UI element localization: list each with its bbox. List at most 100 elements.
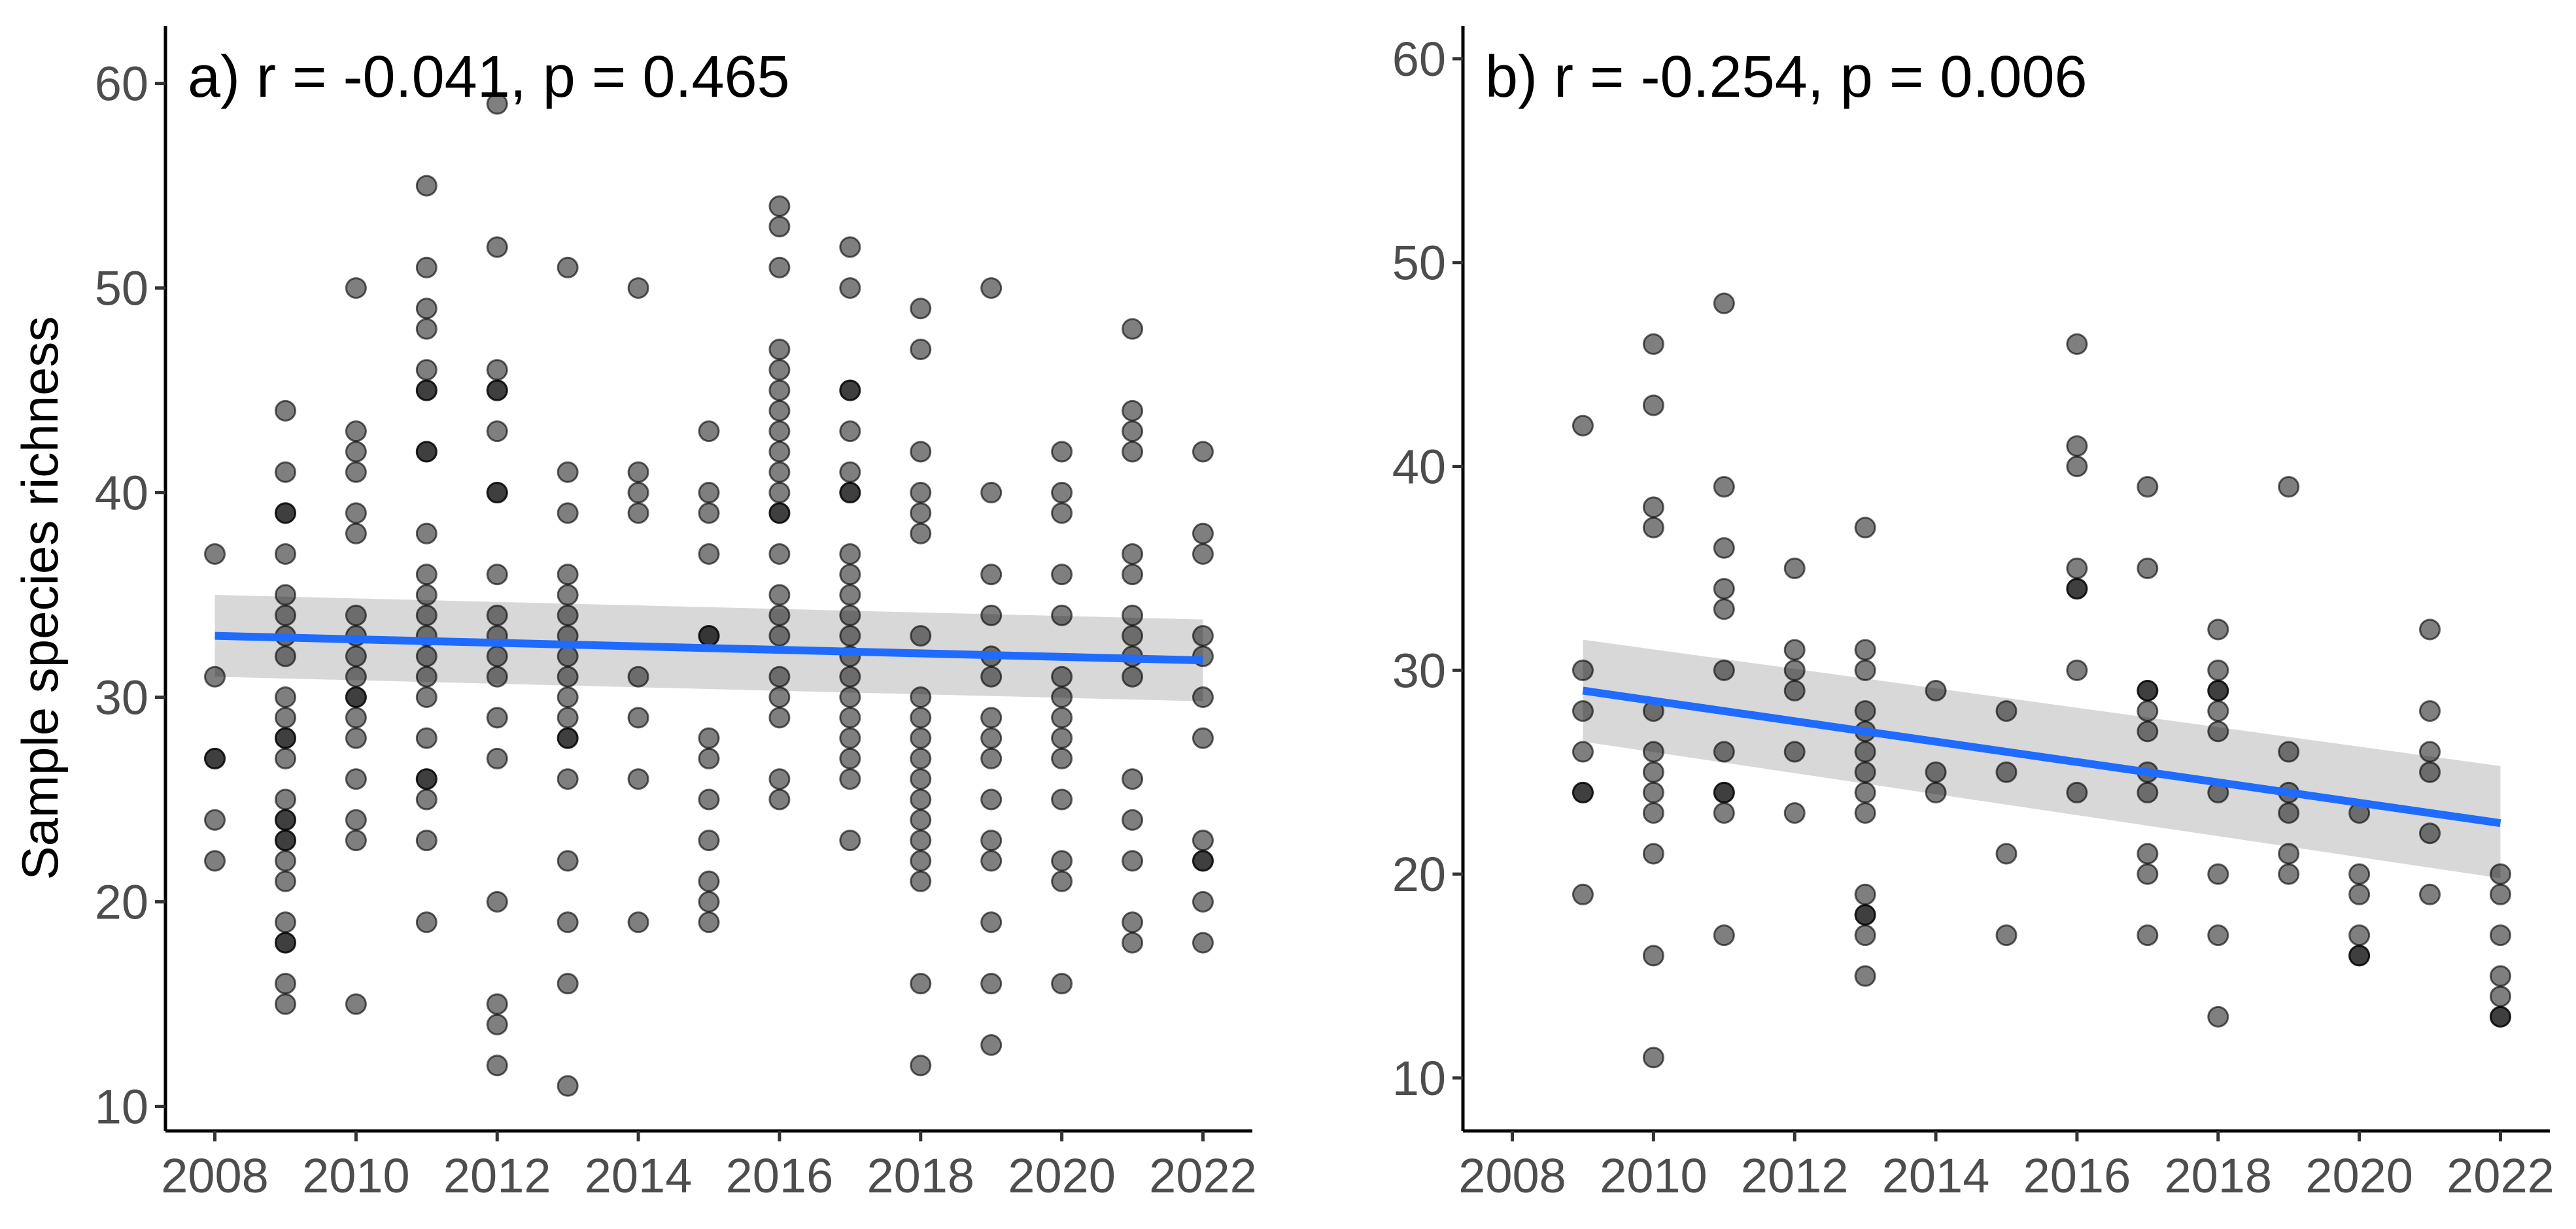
data-point [1642, 496, 1664, 518]
data-point [980, 911, 1003, 934]
data-point [698, 747, 720, 769]
data-point [557, 665, 579, 688]
data-point [768, 216, 791, 238]
data-point [557, 707, 579, 729]
data-point [486, 482, 508, 504]
data-point [1122, 441, 1144, 463]
y-tick-label: 20 [95, 875, 148, 929]
data-point [2137, 924, 2159, 947]
data-point [2489, 883, 2511, 905]
data-point [1854, 741, 1876, 763]
data-point [345, 707, 367, 729]
data-point [768, 461, 791, 483]
data-point [204, 747, 226, 769]
data-point [1051, 870, 1073, 892]
data-point [415, 788, 438, 811]
data-point [839, 482, 861, 504]
data-point [1995, 843, 2018, 865]
data-point [486, 1054, 508, 1077]
data-point [274, 502, 296, 524]
data-point [1642, 945, 1664, 967]
data-point [2348, 924, 2371, 947]
data-point [910, 441, 932, 463]
data-point [486, 604, 508, 626]
data-point [1192, 830, 1214, 852]
panel-b-points [1571, 292, 2511, 1069]
data-point [768, 359, 791, 381]
data-point [698, 502, 720, 524]
data-point [1854, 802, 1876, 824]
data-point [1783, 802, 1806, 824]
data-point [839, 747, 861, 769]
data-point [1642, 333, 1664, 355]
data-point [274, 870, 296, 892]
data-point [1925, 679, 1947, 701]
data-point [345, 830, 367, 852]
data-point [1192, 932, 1214, 954]
data-point [627, 482, 649, 504]
data-point [768, 502, 791, 524]
data-point [2419, 822, 2441, 845]
data-point [698, 830, 720, 852]
data-point [204, 543, 226, 565]
data-point [698, 890, 720, 913]
data-point [415, 441, 438, 463]
data-point [415, 604, 438, 626]
data-point [2066, 435, 2088, 457]
data-point [1122, 768, 1144, 790]
data-point [557, 686, 579, 709]
data-point [2137, 679, 2159, 701]
data-point [2419, 883, 2441, 905]
data-point [2489, 985, 2511, 1007]
data-point [345, 645, 367, 667]
y-tick-label: 10 [1392, 1051, 1446, 1105]
y-tick-label: 50 [1392, 236, 1446, 290]
data-point [910, 850, 932, 872]
data-point [839, 543, 861, 565]
data-point [345, 441, 367, 463]
data-point [910, 1054, 932, 1077]
data-point [557, 584, 579, 606]
data-point [274, 830, 296, 852]
data-point [415, 379, 438, 401]
data-point [910, 707, 932, 729]
data-point [1713, 781, 1735, 803]
x-tick-label: 2008 [1458, 1149, 1566, 1203]
data-point [345, 277, 367, 299]
data-point [910, 522, 932, 545]
data-point [274, 727, 296, 749]
data-point [415, 256, 438, 278]
data-point [1571, 741, 1594, 763]
data-point [910, 788, 932, 811]
data-point [2137, 557, 2159, 579]
data-point [1051, 564, 1073, 586]
data-point [839, 420, 861, 443]
data-point [2278, 476, 2300, 498]
data-point [1642, 741, 1664, 763]
data-point [1642, 761, 1664, 783]
data-point [557, 911, 579, 934]
data-point [980, 1034, 1003, 1056]
data-point [1642, 516, 1664, 539]
data-point [274, 604, 296, 626]
data-point [557, 461, 579, 483]
y-tick-label: 40 [95, 466, 148, 520]
data-point [1571, 659, 1594, 681]
data-point [557, 256, 579, 278]
data-point [910, 297, 932, 320]
y-tick-label: 60 [95, 57, 148, 111]
x-tick-label: 2014 [1882, 1149, 1990, 1203]
data-point [980, 727, 1003, 749]
data-point [2489, 965, 2511, 987]
data-point [1122, 625, 1144, 647]
data-point [768, 788, 791, 811]
data-point [415, 911, 438, 934]
data-point [274, 584, 296, 606]
data-point [627, 911, 649, 934]
data-point [910, 625, 932, 647]
data-point [1783, 557, 1806, 579]
data-point [698, 727, 720, 749]
data-point [980, 707, 1003, 729]
y-tick-label: 50 [95, 261, 148, 316]
